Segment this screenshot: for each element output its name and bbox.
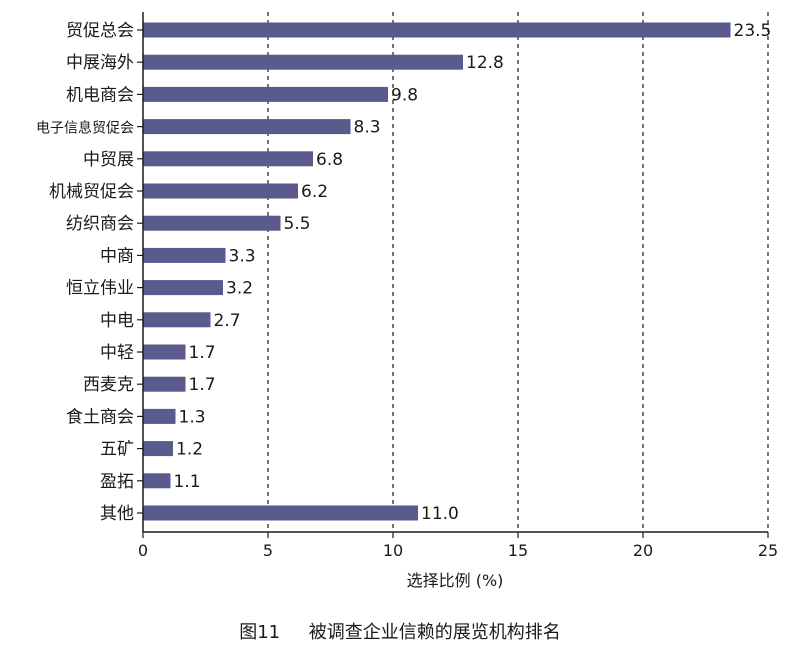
bars [143, 22, 731, 521]
bar-chart: 0 5 10 15 20 25 贸促总会 23.5 中展海外 12.8 机电商会 9.8 电子信息贸促会… [36, 12, 778, 590]
caption-gap [280, 622, 309, 643]
category-label: 西麦克 [83, 375, 134, 395]
category-label: 机电商会 [66, 85, 134, 105]
x-tick-label: 10 [383, 541, 403, 560]
x-tick-label: 0 [138, 541, 148, 560]
figure-number: 图11 [239, 622, 281, 643]
x-axis-title: 选择比例 (%) [407, 571, 504, 590]
bar [143, 473, 171, 489]
bar [143, 183, 298, 199]
category-label: 食土商会 [66, 407, 134, 427]
bar [143, 376, 186, 392]
value-label: 23.5 [734, 21, 772, 41]
value-label: 11.0 [421, 504, 459, 524]
category-label: 中展海外 [66, 53, 134, 73]
value-label: 12.8 [466, 53, 504, 73]
category-label: 电子信息贸促会 [36, 120, 134, 137]
x-tick-label: 5 [263, 541, 273, 560]
x-tick-label: 25 [758, 541, 778, 560]
category-label: 中轻 [100, 343, 134, 363]
category-label: 中电 [100, 311, 134, 331]
bar [143, 312, 211, 328]
value-label: 1.7 [189, 375, 216, 395]
value-label: 5.5 [284, 214, 311, 234]
bar [143, 54, 463, 70]
bar [143, 408, 176, 424]
value-label: 6.8 [316, 150, 343, 170]
value-label: 9.8 [391, 85, 418, 105]
value-label: 8.3 [354, 118, 381, 138]
bar [143, 86, 388, 102]
category-label: 恒立伟业 [66, 279, 134, 299]
category-label: 机械贸促会 [49, 182, 134, 202]
grid-lines [137, 12, 769, 538]
value-label: 1.1 [174, 472, 201, 492]
category-label: 其他 [100, 504, 134, 524]
figure-caption: 图11 被调查企业信赖的展览机构排名 [0, 618, 800, 644]
x-tick-label: 20 [633, 541, 653, 560]
bar [143, 280, 223, 296]
bar [143, 247, 226, 263]
bar [143, 119, 351, 135]
figure-caption-text: 被调查企业信赖的展览机构排名 [308, 622, 561, 643]
bar [143, 505, 418, 521]
x-tick-label: 15 [508, 541, 528, 560]
axes [142, 12, 768, 533]
category-label: 中商 [100, 246, 134, 266]
value-label: 3.2 [226, 279, 253, 299]
category-label: 中贸展 [83, 150, 134, 170]
bar [143, 344, 186, 360]
bar [143, 215, 281, 231]
category-label: 纺织商会 [66, 214, 134, 234]
value-label: 2.7 [214, 311, 241, 331]
category-label: 盈拓 [100, 472, 134, 492]
labels: 0 5 10 15 20 25 贸促总会 23.5 中展海外 12.8 机电商会 9.8 电子信息贸促会… [36, 21, 778, 560]
bar [143, 441, 173, 457]
category-label: 贸促总会 [66, 21, 134, 41]
value-label: 1.3 [179, 407, 206, 427]
category-label: 五矿 [100, 440, 134, 460]
value-label: 1.2 [176, 440, 203, 460]
bar [143, 22, 731, 38]
value-label: 6.2 [301, 182, 328, 202]
value-label: 1.7 [189, 343, 216, 363]
bar [143, 151, 313, 167]
value-label: 3.3 [229, 246, 256, 266]
